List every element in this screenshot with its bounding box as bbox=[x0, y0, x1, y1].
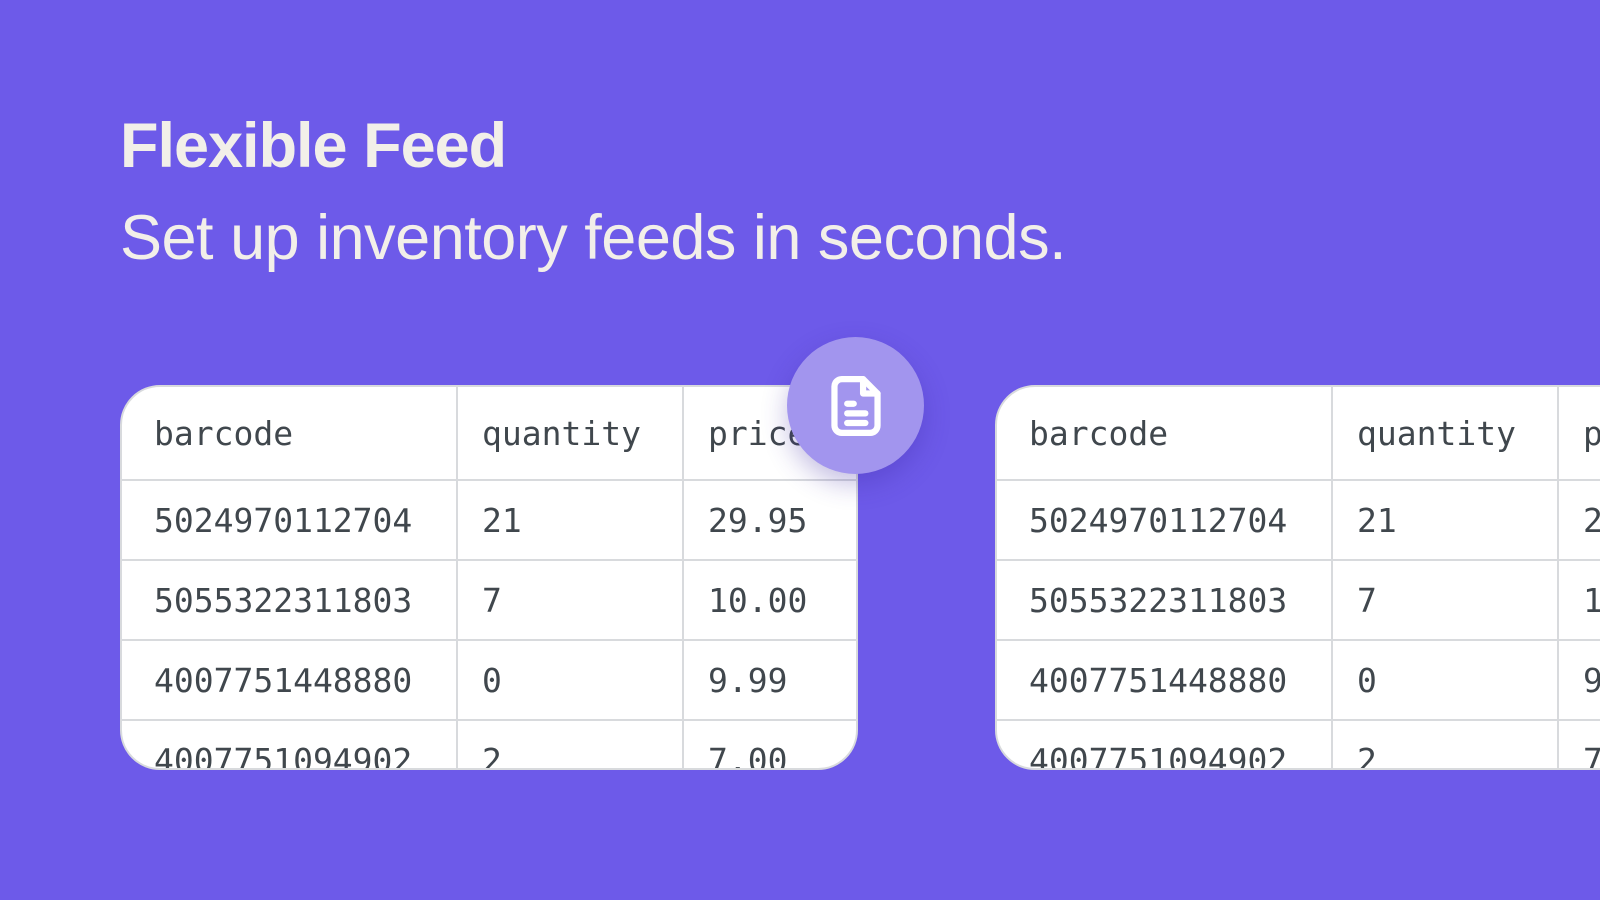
table-cell: 21 bbox=[1332, 479, 1559, 560]
feed-table-card-left: barcode quantity price 5024970112704 21 29.9… bbox=[120, 385, 858, 770]
page-subtitle: Set up inventory feeds in seconds. bbox=[120, 203, 1067, 273]
table-cell: 4007751094902 bbox=[122, 719, 458, 768]
column-header-price: price bbox=[1558, 387, 1600, 480]
table-cell: 7 bbox=[1332, 559, 1559, 640]
table-cell: 9.99 bbox=[1558, 639, 1600, 720]
column-header-quantity: quantity bbox=[1332, 387, 1559, 480]
table-cell: 7.00 bbox=[683, 719, 856, 768]
table-cell: 4007751094902 bbox=[997, 719, 1333, 768]
table-cell: 2 bbox=[457, 719, 684, 768]
column-header-barcode: barcode bbox=[997, 387, 1333, 480]
table-cell: 29.95 bbox=[1558, 479, 1600, 560]
table-cell: 5055322311803 bbox=[122, 559, 458, 640]
feed-file-badge bbox=[787, 337, 924, 474]
table-cell: 5024970112704 bbox=[122, 479, 458, 560]
column-header-quantity: quantity bbox=[457, 387, 684, 480]
table-cell: 7 bbox=[457, 559, 684, 640]
page-title: Flexible Feed bbox=[120, 111, 507, 181]
table-cell: 21 bbox=[457, 479, 684, 560]
table-cell: 9.99 bbox=[683, 639, 856, 720]
column-header-barcode: barcode bbox=[122, 387, 458, 480]
table-cell: 10.00 bbox=[1558, 559, 1600, 640]
file-document-icon bbox=[830, 375, 881, 436]
table-cell: 10.00 bbox=[683, 559, 856, 640]
table-cell: 7.00 bbox=[1558, 719, 1600, 768]
table-cell: 4007751448880 bbox=[122, 639, 458, 720]
table-cell: 0 bbox=[1332, 639, 1559, 720]
table-cell: 5024970112704 bbox=[997, 479, 1333, 560]
table-cell: 2 bbox=[1332, 719, 1559, 768]
table-cell: 0 bbox=[457, 639, 684, 720]
table-cell: 5055322311803 bbox=[997, 559, 1333, 640]
table-cell: 29.95 bbox=[683, 479, 856, 560]
table-cell: 4007751448880 bbox=[997, 639, 1333, 720]
